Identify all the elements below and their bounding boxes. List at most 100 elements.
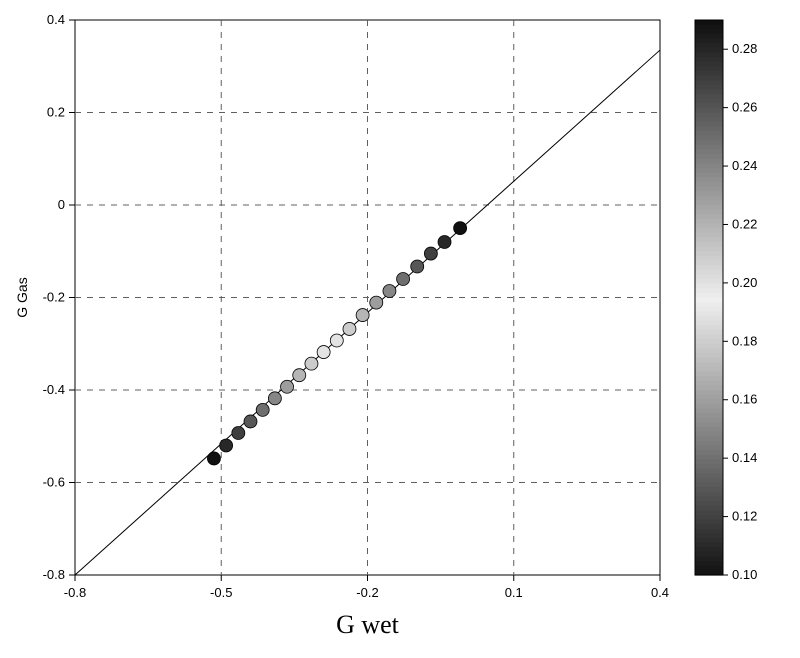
colorbar-seg bbox=[695, 43, 723, 48]
colorbar-seg bbox=[695, 284, 723, 289]
colorbar-seg bbox=[695, 455, 723, 460]
colorbar-seg bbox=[695, 163, 723, 168]
colorbar-seg bbox=[695, 214, 723, 219]
colorbar-tick-label: 0.28 bbox=[732, 41, 757, 56]
colorbar-seg bbox=[695, 496, 723, 501]
colorbar-seg bbox=[695, 99, 723, 104]
data-point bbox=[411, 260, 424, 273]
colorbar-seg bbox=[695, 529, 723, 534]
colorbar-seg bbox=[695, 510, 723, 515]
colorbar-seg bbox=[695, 126, 723, 131]
colorbar-seg bbox=[695, 538, 723, 543]
colorbar-seg bbox=[695, 543, 723, 548]
colorbar-seg bbox=[695, 140, 723, 145]
colorbar-seg bbox=[695, 487, 723, 492]
colorbar-seg bbox=[695, 533, 723, 538]
xtick-label: -0.2 bbox=[356, 585, 378, 600]
colorbar-seg bbox=[695, 367, 723, 372]
colorbar-seg bbox=[695, 432, 723, 437]
data-point bbox=[330, 334, 343, 347]
colorbar-seg bbox=[695, 404, 723, 409]
chart-bg bbox=[0, 0, 800, 658]
colorbar-seg bbox=[695, 515, 723, 520]
colorbar-tick-label: 0.22 bbox=[732, 216, 757, 231]
colorbar-tick-label: 0.20 bbox=[732, 275, 757, 290]
colorbar-seg bbox=[695, 94, 723, 99]
colorbar-seg bbox=[695, 436, 723, 441]
colorbar-seg bbox=[695, 108, 723, 113]
data-point bbox=[454, 222, 467, 235]
data-point bbox=[370, 296, 383, 309]
colorbar-seg bbox=[695, 20, 723, 25]
colorbar-seg bbox=[695, 399, 723, 404]
colorbar-seg bbox=[695, 335, 723, 340]
colorbar-seg bbox=[695, 298, 723, 303]
colorbar-seg bbox=[695, 89, 723, 94]
colorbar-seg bbox=[695, 274, 723, 279]
colorbar-seg bbox=[695, 219, 723, 224]
colorbar-seg bbox=[695, 330, 723, 335]
data-point bbox=[343, 322, 356, 335]
colorbar-seg bbox=[695, 339, 723, 344]
scatter-chart: -0.8-0.5-0.20.10.4-0.8-0.6-0.4-0.200.20.… bbox=[0, 0, 800, 658]
colorbar-seg bbox=[695, 348, 723, 353]
colorbar-seg bbox=[695, 427, 723, 432]
colorbar-seg bbox=[695, 200, 723, 205]
colorbar-seg bbox=[695, 177, 723, 182]
colorbar-seg bbox=[695, 237, 723, 242]
colorbar-seg bbox=[695, 80, 723, 85]
colorbar-seg bbox=[695, 251, 723, 256]
colorbar-seg bbox=[695, 418, 723, 423]
colorbar-seg bbox=[695, 478, 723, 483]
colorbar-seg bbox=[695, 191, 723, 196]
colorbar-tick-label: 0.18 bbox=[732, 333, 757, 348]
colorbar-seg bbox=[695, 473, 723, 478]
data-point bbox=[207, 452, 220, 465]
colorbar-seg bbox=[695, 552, 723, 557]
colorbar-seg bbox=[695, 57, 723, 62]
colorbar-tick-label: 0.24 bbox=[732, 158, 757, 173]
colorbar-seg bbox=[695, 566, 723, 571]
colorbar-tick-label: 0.10 bbox=[732, 567, 757, 582]
colorbar-seg bbox=[695, 362, 723, 367]
colorbar-seg bbox=[695, 39, 723, 44]
colorbar-seg bbox=[695, 321, 723, 326]
data-point bbox=[268, 392, 281, 405]
colorbar-seg bbox=[695, 242, 723, 247]
xtick-label: 0.4 bbox=[651, 585, 669, 600]
colorbar-seg bbox=[695, 265, 723, 270]
data-point bbox=[281, 380, 294, 393]
colorbar-seg bbox=[695, 154, 723, 159]
colorbar-seg bbox=[695, 376, 723, 381]
colorbar-seg bbox=[695, 520, 723, 525]
ytick-label: -0.4 bbox=[43, 382, 65, 397]
colorbar-seg bbox=[695, 422, 723, 427]
data-point bbox=[220, 439, 233, 452]
xtick-label: -0.5 bbox=[210, 585, 232, 600]
colorbar-seg bbox=[695, 441, 723, 446]
colorbar-seg bbox=[695, 103, 723, 108]
colorbar-seg bbox=[695, 52, 723, 57]
ytick-label: 0.2 bbox=[47, 105, 65, 120]
colorbar-seg bbox=[695, 76, 723, 81]
colorbar-seg bbox=[695, 344, 723, 349]
colorbar-seg bbox=[695, 62, 723, 67]
colorbar-seg bbox=[695, 131, 723, 136]
colorbar-seg bbox=[695, 113, 723, 118]
ytick-label: 0 bbox=[58, 197, 65, 212]
colorbar-seg bbox=[695, 71, 723, 76]
colorbar-seg bbox=[695, 446, 723, 451]
colorbar-seg bbox=[695, 492, 723, 497]
colorbar-seg bbox=[695, 117, 723, 122]
data-point bbox=[424, 247, 437, 260]
ytick-label: 0.4 bbox=[47, 12, 65, 27]
colorbar-tick-label: 0.16 bbox=[732, 392, 757, 407]
colorbar-seg bbox=[695, 561, 723, 566]
y-axis-label: G Gas bbox=[14, 277, 30, 317]
colorbar-seg bbox=[695, 29, 723, 34]
colorbar-seg bbox=[695, 501, 723, 506]
colorbar-seg bbox=[695, 85, 723, 90]
colorbar-seg bbox=[695, 279, 723, 284]
colorbar-seg bbox=[695, 390, 723, 395]
colorbar-seg bbox=[695, 483, 723, 488]
